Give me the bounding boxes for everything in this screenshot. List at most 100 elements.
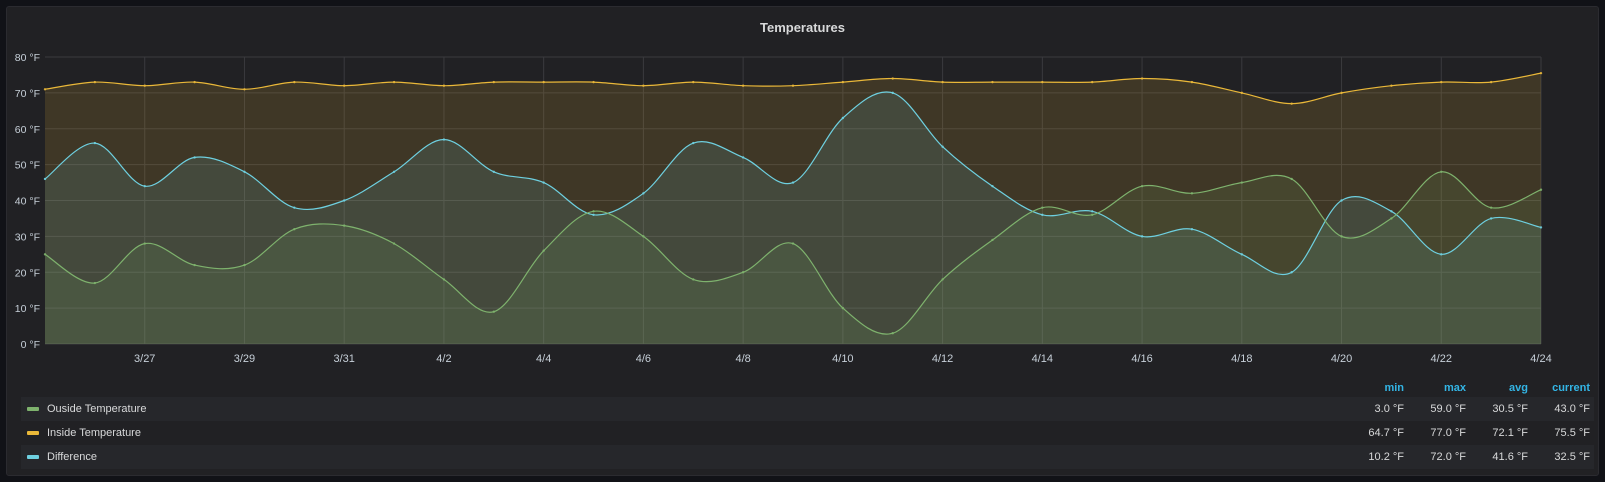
data-point (941, 145, 944, 148)
data-point (1489, 217, 1493, 220)
legend-min-value: 64.7 °F (1368, 427, 1404, 439)
x-tick-label: 4/8 (735, 353, 750, 365)
data-point (392, 242, 396, 245)
legend-avg-value: 41.6 °F (1492, 451, 1528, 463)
data-point (1240, 91, 1244, 95)
data-point (492, 310, 495, 313)
x-tick-label: 4/2 (436, 353, 451, 365)
data-point (143, 84, 146, 87)
legend-header-avg[interactable]: avg (1509, 382, 1528, 394)
data-point (193, 80, 196, 84)
data-point (891, 91, 894, 95)
data-point (1190, 80, 1194, 84)
data-point (343, 84, 346, 87)
data-point (741, 156, 745, 159)
data-point (43, 88, 47, 91)
data-point (941, 278, 944, 281)
legend-row-outside[interactable]: Ouside Temperature 3.0 °F 59.0 °F 30.5 °… (21, 397, 1594, 421)
x-tick-label: 4/12 (932, 353, 953, 365)
data-point (1240, 253, 1244, 256)
series-color-swatch[interactable] (27, 431, 39, 435)
data-point (1091, 213, 1094, 217)
temperatures-panel: Temperatures 0 °F 10 °F 20 °F 30 °F 40 °F 50 … (6, 6, 1599, 476)
data-point (692, 278, 695, 281)
legend-row-inside[interactable]: Inside Temperature 64.7 °F 77.0 °F 72.1 … (21, 421, 1594, 445)
data-point (93, 141, 97, 145)
legend-header-min[interactable]: min (1384, 382, 1404, 394)
data-point (692, 80, 695, 84)
data-point (243, 88, 246, 91)
data-point (542, 80, 545, 84)
data-point (1340, 91, 1343, 95)
data-point (841, 80, 845, 84)
data-point (43, 177, 47, 181)
legend-series-name[interactable]: Inside Temperature (47, 427, 141, 439)
data-point (1190, 192, 1194, 195)
series-color-swatch[interactable] (27, 455, 39, 459)
x-tick-label: 4/16 (1131, 353, 1152, 365)
data-point (542, 249, 545, 252)
y-tick-label: 20 °F (15, 267, 40, 279)
data-point (592, 80, 595, 84)
data-point (1440, 170, 1443, 173)
series-area (45, 73, 1541, 344)
legend-row-difference[interactable]: Difference 10.2 °F 72.0 °F 41.6 °F 32.5 … (21, 445, 1594, 469)
legend-min-value: 10.2 °F (1368, 451, 1404, 463)
data-point (1539, 188, 1543, 191)
legend-header-current[interactable]: current (1552, 382, 1590, 394)
data-point (442, 84, 446, 87)
x-tick-label: 4/20 (1331, 353, 1352, 365)
data-point (1539, 71, 1543, 75)
legend-current-value: 43.0 °F (1554, 403, 1590, 415)
data-point (1240, 181, 1244, 184)
x-tick-label: 4/6 (636, 353, 651, 365)
series-color-swatch[interactable] (27, 407, 39, 411)
legend-max-value: 59.0 °F (1430, 403, 1466, 415)
data-point (1489, 206, 1493, 209)
legend-rows: Ouside Temperature 3.0 °F 59.0 °F 30.5 °… (21, 397, 1594, 469)
data-point (442, 278, 446, 281)
data-point (791, 242, 795, 245)
legend-header-max[interactable]: max (1443, 382, 1466, 394)
x-tick-label: 4/22 (1431, 353, 1452, 365)
data-point (1091, 80, 1094, 84)
x-tick-label: 4/10 (832, 353, 853, 365)
data-point (243, 263, 246, 267)
data-point (193, 156, 196, 159)
data-point (841, 306, 845, 310)
data-point (293, 80, 296, 84)
y-tick-label: 30 °F (15, 231, 40, 243)
data-point (343, 224, 346, 227)
y-tick-label: 10 °F (15, 303, 40, 315)
legend-min-value: 3.0 °F (1374, 403, 1404, 415)
y-tick-label: 60 °F (15, 124, 40, 136)
data-point (642, 84, 645, 87)
data-point (93, 80, 97, 84)
panel-title[interactable]: Temperatures (759, 20, 845, 35)
y-tick-label: 50 °F (15, 160, 40, 172)
x-tick-label: 4/18 (1231, 353, 1252, 365)
data-point (1041, 80, 1044, 84)
data-point (143, 184, 146, 188)
legend-series-name[interactable]: Ouside Temperature (47, 403, 147, 415)
data-point (791, 181, 795, 184)
data-point (1190, 228, 1194, 231)
data-point (1091, 210, 1094, 213)
data-point (791, 84, 795, 87)
data-point (642, 192, 645, 195)
y-tick-label: 40 °F (15, 196, 40, 208)
data-point (991, 80, 994, 84)
data-point (1489, 80, 1493, 84)
data-point (1340, 235, 1343, 238)
data-point (143, 242, 146, 245)
x-tick-label: 3/27 (134, 353, 155, 365)
data-point (1340, 199, 1343, 202)
data-point (642, 235, 645, 238)
data-point (741, 84, 745, 87)
legend-header: min max avg current (21, 379, 1594, 397)
legend-avg-value: 30.5 °F (1492, 403, 1528, 415)
legend-series-name[interactable]: Difference (47, 451, 97, 463)
data-point (1390, 84, 1393, 87)
x-tick-label: 4/14 (1032, 353, 1053, 365)
legend-max-value: 77.0 °F (1430, 427, 1466, 439)
